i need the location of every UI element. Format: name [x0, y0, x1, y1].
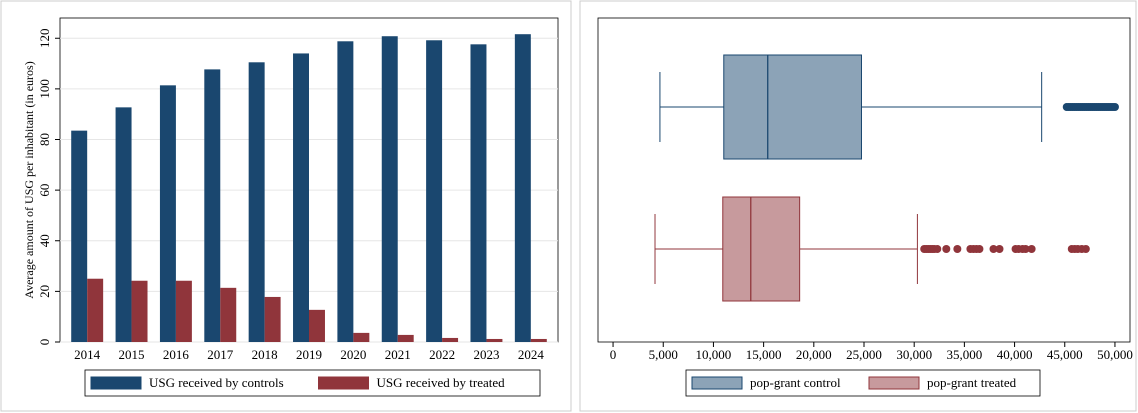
y-tick-label: 20	[37, 285, 52, 298]
outlier	[1110, 103, 1119, 111]
x-tick-label: 2014	[74, 347, 101, 362]
bar	[381, 36, 398, 342]
y-tick-label: 80	[37, 133, 52, 146]
legend	[84, 369, 541, 397]
x-tick-label: 25,000	[846, 347, 882, 362]
x-tick-label: 40,000	[997, 347, 1033, 362]
bar	[486, 338, 503, 342]
x-tick-label: 2017	[207, 347, 234, 362]
outlier	[975, 245, 984, 253]
outlier	[995, 245, 1004, 253]
bar	[309, 309, 325, 342]
outlier	[953, 245, 962, 253]
legend	[685, 369, 1041, 397]
bar	[204, 69, 221, 343]
legend-swatch	[318, 376, 369, 390]
x-tick-label: 5,000	[649, 347, 678, 362]
x-tick-label: 2019	[296, 347, 322, 362]
y-tick-label: 60	[37, 184, 52, 197]
x-tick-label: 2015	[119, 347, 145, 362]
bar	[71, 130, 88, 342]
x-tick-label: 2016	[163, 347, 190, 362]
legend-label: pop-grant treated	[927, 375, 1017, 390]
y-tick-label: 0	[37, 339, 52, 346]
bar	[397, 334, 414, 342]
x-tick-label: 10,000	[696, 347, 732, 362]
bar	[337, 41, 354, 342]
legend-swatch	[691, 376, 743, 390]
bar	[264, 296, 281, 342]
outlier	[1081, 245, 1090, 253]
bar	[426, 40, 443, 343]
bar	[131, 280, 148, 342]
bar	[470, 44, 487, 342]
box	[723, 54, 862, 160]
x-tick-label: 30,000	[896, 347, 932, 362]
outlier	[942, 245, 951, 253]
y-tick-label: 100	[37, 79, 52, 99]
bar	[442, 337, 459, 342]
bar	[220, 287, 237, 342]
outlier	[1021, 245, 1030, 253]
x-tick-label: 2020	[340, 347, 366, 362]
plot-area	[597, 17, 1131, 343]
box	[722, 196, 801, 302]
x-tick-label: 50,000	[1097, 347, 1133, 362]
bar	[159, 85, 176, 343]
bar	[175, 280, 192, 342]
legend-label: USG received by treated	[377, 375, 506, 390]
legend-swatch	[90, 376, 142, 390]
legend-swatch	[868, 376, 920, 390]
x-tick-label: 2018	[252, 347, 278, 362]
x-tick-label: 45,000	[1047, 347, 1083, 362]
y-tick-label: 120	[37, 29, 52, 49]
x-tick-label: 2022	[429, 347, 455, 362]
x-tick-label: 20,000	[796, 347, 832, 362]
bar	[353, 332, 370, 342]
bar	[514, 34, 531, 342]
y-axis-label: Average amount of USG per inhabitant (in…	[22, 61, 36, 298]
y-tick-label: 40	[37, 234, 52, 247]
x-tick-label: 2023	[473, 347, 499, 362]
x-tick-label: 35,000	[947, 347, 983, 362]
bar	[115, 107, 132, 343]
x-tick-label: 2024	[518, 347, 545, 362]
bar	[248, 62, 265, 342]
outlier	[1027, 245, 1036, 253]
outlier	[989, 245, 998, 253]
bar	[530, 338, 547, 342]
bar	[293, 53, 309, 342]
legend-label: pop-grant control	[750, 375, 841, 390]
legend-label: USG received by controls	[149, 375, 284, 390]
x-tick-label: 2021	[385, 347, 411, 362]
x-tick-label: 15,000	[746, 347, 782, 362]
bar	[87, 278, 104, 342]
outlier	[933, 245, 942, 253]
x-tick-label: 0	[610, 347, 617, 362]
